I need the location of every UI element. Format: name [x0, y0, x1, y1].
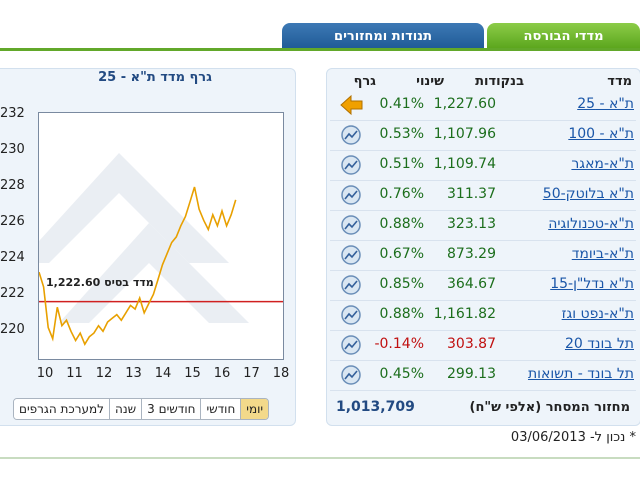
index-points: 364.67 — [447, 276, 496, 292]
index-name-link[interactable]: ת"א-ביומד — [571, 246, 634, 262]
header-change: שינוי — [416, 74, 444, 89]
daily-button[interactable]: יומי — [240, 399, 269, 419]
index-change: 0.45% — [379, 366, 424, 382]
index-name-link[interactable]: תל בונד - תשואות — [527, 366, 634, 382]
index-change: 0.88% — [379, 306, 424, 322]
index-points: 1,227.60 — [433, 96, 496, 112]
table-row: תל בונד - תשואות 299.13 0.45% — [330, 361, 636, 391]
index-change: -0.14% — [374, 336, 424, 352]
chart-icon[interactable] — [340, 184, 364, 206]
index-points: 1,109.74 — [433, 156, 496, 172]
index-name-link[interactable]: ת"א-מאגר — [571, 156, 634, 172]
tab-volatility-turnover[interactable]: תנודות ומחזורים — [282, 23, 484, 49]
x-tick-label: 10 — [36, 366, 54, 381]
header-chart: גרף — [353, 74, 376, 89]
three-months-button[interactable]: 3 חודשים — [141, 399, 201, 419]
index-points: 311.37 — [447, 186, 496, 202]
x-tick-label: 16 — [213, 366, 231, 381]
index-points: 873.29 — [447, 246, 496, 262]
index-points: 323.13 — [447, 216, 496, 232]
year-button[interactable]: שנה — [109, 399, 142, 419]
chart-icon[interactable] — [340, 334, 364, 356]
x-tick-label: 12 — [95, 366, 113, 381]
chart-icon[interactable] — [340, 274, 364, 296]
index-change: 0.85% — [379, 276, 424, 292]
index-name-link[interactable]: ת"א-נפט וגז — [561, 306, 634, 322]
x-tick-label: 17 — [243, 366, 260, 381]
y-tick-label: 224 — [0, 250, 25, 265]
table-row: תל בונד 20 303.87 -0.14% — [330, 331, 636, 361]
x-tick-label: 18 — [272, 366, 290, 381]
tab-underline — [0, 48, 640, 51]
index-name-link[interactable]: תל בונד 20 — [564, 336, 634, 352]
chart-plot-area — [19, 112, 284, 360]
index-change: 0.41% — [379, 96, 424, 112]
x-tick-label: 13 — [125, 366, 142, 381]
chart-icon[interactable] — [340, 244, 364, 266]
y-tick-label: 232 — [0, 106, 25, 121]
bottom-divider — [0, 457, 640, 459]
chart-icon[interactable] — [340, 304, 364, 326]
index-change: 0.51% — [379, 156, 424, 172]
chart-icon[interactable] — [340, 214, 364, 236]
table-row: ת"א - 100 1,107.96 0.53% — [330, 121, 636, 151]
table-row: ת"א-נפט וגז 1,161.82 0.88% — [330, 301, 636, 331]
y-tick-label: 226 — [0, 214, 25, 229]
table-row: ת"א - 25 1,227.60 0.41% — [330, 91, 636, 121]
header-index: מדד — [607, 74, 632, 89]
y-tick-label: 222 — [0, 286, 25, 301]
index-name-link[interactable]: ת"א בלוטק-50 — [542, 186, 634, 202]
indices-table-panel — [326, 68, 640, 426]
index-change: 0.67% — [379, 246, 424, 262]
chart-title: גרף מדד ת"א - 25 — [98, 70, 212, 85]
turnover-value: 1,013,709 — [336, 399, 415, 415]
graphs-system-button[interactable]: למערכת הגרפים — [14, 399, 110, 419]
chart-icon[interactable] — [340, 154, 364, 176]
chart-icon[interactable] — [340, 364, 364, 386]
index-name-link[interactable]: ת"א נדל"ן-15 — [550, 276, 634, 292]
index-name-link[interactable]: ת"א - 25 — [577, 96, 634, 112]
index-points: 299.13 — [447, 366, 496, 382]
table-row: ת"א נדל"ן-15 364.67 0.85% — [330, 271, 636, 301]
index-series-line — [38, 186, 237, 346]
index-points: 303.87 — [447, 336, 496, 352]
index-name-link[interactable]: ת"א-טכנולוגיה — [548, 216, 634, 232]
date-note: * נכון ל- 03/06/2013 — [510, 430, 636, 445]
y-tick-label: 228 — [0, 178, 25, 193]
index-change: 0.88% — [379, 216, 424, 232]
table-row: ת"א-מאגר 1,109.74 0.51% — [330, 151, 636, 181]
x-tick-label: 14 — [154, 366, 172, 381]
turnover-label: מחזור המסחר (אלפי ש"ח) — [469, 400, 631, 415]
arrow-left-icon[interactable] — [340, 94, 364, 116]
table-row: ת"א-ביומד 873.29 0.67% — [330, 241, 636, 271]
header-points: בנקודות — [475, 74, 524, 89]
tab-exchange-indices[interactable]: מדדי הבורסה — [487, 23, 640, 49]
chart-svg — [19, 153, 283, 346]
x-tick-label: 11 — [66, 366, 83, 381]
index-name-link[interactable]: ת"א - 100 — [568, 126, 634, 142]
watermark-logo — [19, 153, 249, 323]
x-tick-label: 15 — [184, 366, 201, 381]
y-tick-label: 220 — [0, 322, 25, 337]
index-change: 0.76% — [379, 186, 424, 202]
chart-icon[interactable] — [340, 124, 364, 146]
table-row: ת"א-טכנולוגיה 323.13 0.88% — [330, 211, 636, 241]
monthly-button[interactable]: חודשי — [200, 399, 241, 419]
turnover-row: מחזור המסחר (אלפי ש"ח) 1,013,709 — [330, 396, 636, 422]
index-points: 1,161.82 — [433, 306, 496, 322]
index-points: 1,107.96 — [433, 126, 496, 142]
base-index-label: מדד בסיס 1,222.60 — [46, 276, 154, 289]
table-row: ת"א בלוטק-50 311.37 0.76% — [330, 181, 636, 211]
time-range-buttons: למערכת הגרפים שנה 3 חודשים חודשי יומי — [13, 398, 270, 420]
index-change: 0.53% — [379, 126, 424, 142]
y-tick-label: 230 — [0, 142, 25, 157]
